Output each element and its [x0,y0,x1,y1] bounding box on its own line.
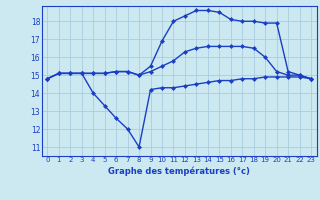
X-axis label: Graphe des températures (°c): Graphe des températures (°c) [108,166,250,176]
